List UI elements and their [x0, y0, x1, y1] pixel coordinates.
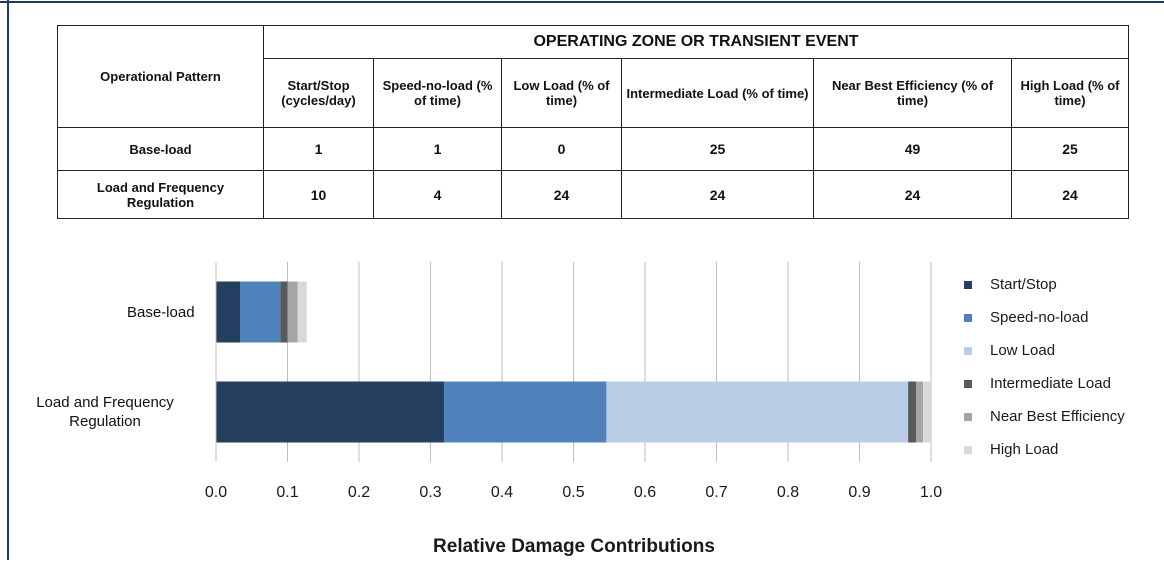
legend-label: Intermediate Load	[990, 375, 1111, 392]
legend-swatch	[964, 380, 972, 388]
x-tick-label: 0.9	[848, 484, 870, 501]
table-row: Base-load 1 1 0 25 49 25	[57, 127, 1129, 171]
legend-swatch	[964, 314, 972, 322]
bar-segment	[287, 281, 298, 343]
cell: 24	[501, 170, 622, 219]
bar-segment	[908, 381, 916, 443]
cell: 1	[263, 127, 374, 171]
legend-label: Low Load	[990, 342, 1055, 359]
legend-label: Near Best Efficiency	[990, 408, 1125, 425]
y-tick-label: Load and Frequency Regulation	[36, 394, 174, 430]
bar-segment	[915, 381, 924, 443]
bar-segment	[280, 281, 288, 343]
table-row: Load and Frequency Regulation 10 4 24 24 24 24	[57, 170, 1129, 219]
column-header: Intermediate Load (% of time)	[621, 58, 814, 128]
column-header: Low Load (% of time)	[501, 58, 622, 128]
y-tick-label: Base-load	[127, 303, 195, 321]
x-tick-label: 0.2	[348, 484, 370, 501]
cell: 25	[1011, 127, 1129, 171]
x-tick-label: 0.3	[419, 484, 441, 501]
x-tick-label: 0.0	[205, 484, 227, 501]
row-header: Operational Pattern	[57, 25, 264, 128]
legend-swatch	[964, 281, 972, 289]
cell: 1	[373, 127, 502, 171]
legend-swatch	[964, 446, 972, 454]
bar-segment	[297, 281, 307, 343]
cell: 25	[621, 127, 814, 171]
bar-segment	[216, 381, 445, 443]
cell: 24	[1011, 170, 1129, 219]
legend-label: Speed-no-load	[990, 309, 1088, 326]
legend-label: High Load	[990, 441, 1058, 458]
cell: 0	[501, 127, 622, 171]
x-tick-label: 1.0	[920, 484, 942, 501]
x-axis-title: Relative Damage Contributions	[433, 536, 715, 557]
legend-swatch	[964, 413, 972, 421]
bar-segment	[216, 281, 241, 343]
x-tick-label: 0.4	[491, 484, 513, 501]
x-tick-label: 0.8	[777, 484, 799, 501]
bar-segment	[444, 381, 607, 443]
column-header: Speed-no-load (% of time)	[373, 58, 502, 128]
bar-segment	[923, 381, 931, 443]
x-tick-label: 0.1	[276, 484, 298, 501]
bar-segment	[606, 381, 909, 443]
column-headers: Start/Stop (cycles/day) Speed-no-load (% …	[58, 58, 1129, 128]
row-label: Base-load	[57, 127, 264, 171]
cell: 49	[813, 127, 1012, 171]
cell: 24	[621, 170, 814, 219]
legend-label: Start/Stop	[990, 276, 1057, 293]
column-header: Start/Stop (cycles/day)	[263, 58, 374, 128]
x-tick-label: 0.7	[705, 484, 727, 501]
x-tick-label: 0.5	[562, 484, 584, 501]
cell: 10	[263, 170, 374, 219]
group-header: OPERATING ZONE OR TRANSIENT EVENT	[263, 25, 1129, 59]
cell: 24	[813, 170, 1012, 219]
column-header: High Load (% of time)	[1011, 58, 1129, 128]
cell: 4	[373, 170, 502, 219]
bar-segment	[240, 281, 281, 343]
data-table: Operational Pattern OPERATING ZONE OR TR…	[57, 25, 1129, 219]
legend-swatch	[964, 347, 972, 355]
row-label: Load and Frequency Regulation	[57, 170, 264, 219]
x-tick-label: 0.6	[634, 484, 656, 501]
column-header: Near Best Efficiency (% of time)	[813, 58, 1012, 128]
